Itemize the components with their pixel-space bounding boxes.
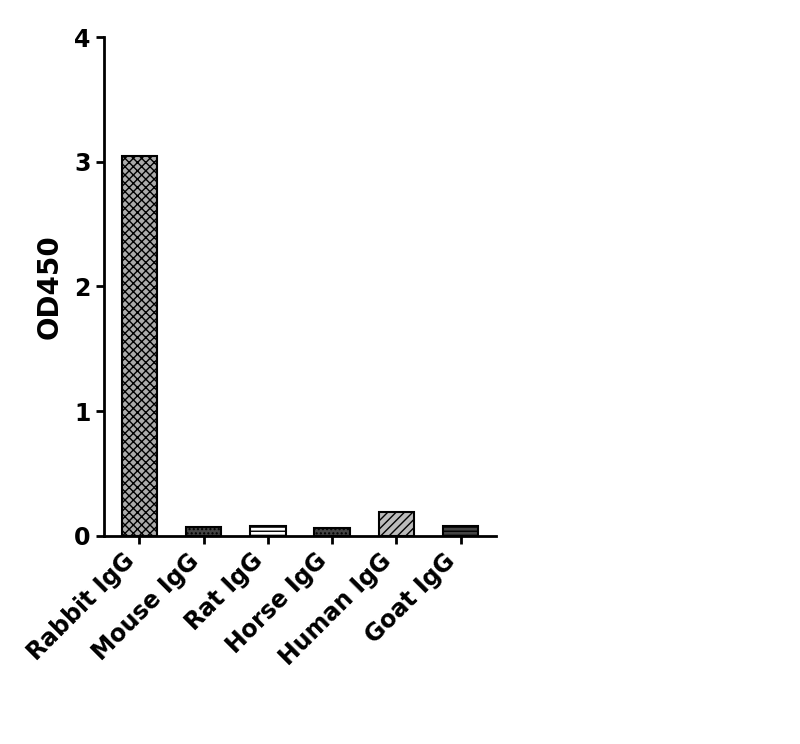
Y-axis label: OD450: OD450	[35, 234, 63, 339]
Bar	[122, 155, 157, 536]
Bar	[378, 512, 414, 536]
Bar	[314, 527, 350, 536]
Bar	[186, 527, 222, 536]
Bar	[443, 526, 478, 536]
Bar	[250, 526, 286, 536]
